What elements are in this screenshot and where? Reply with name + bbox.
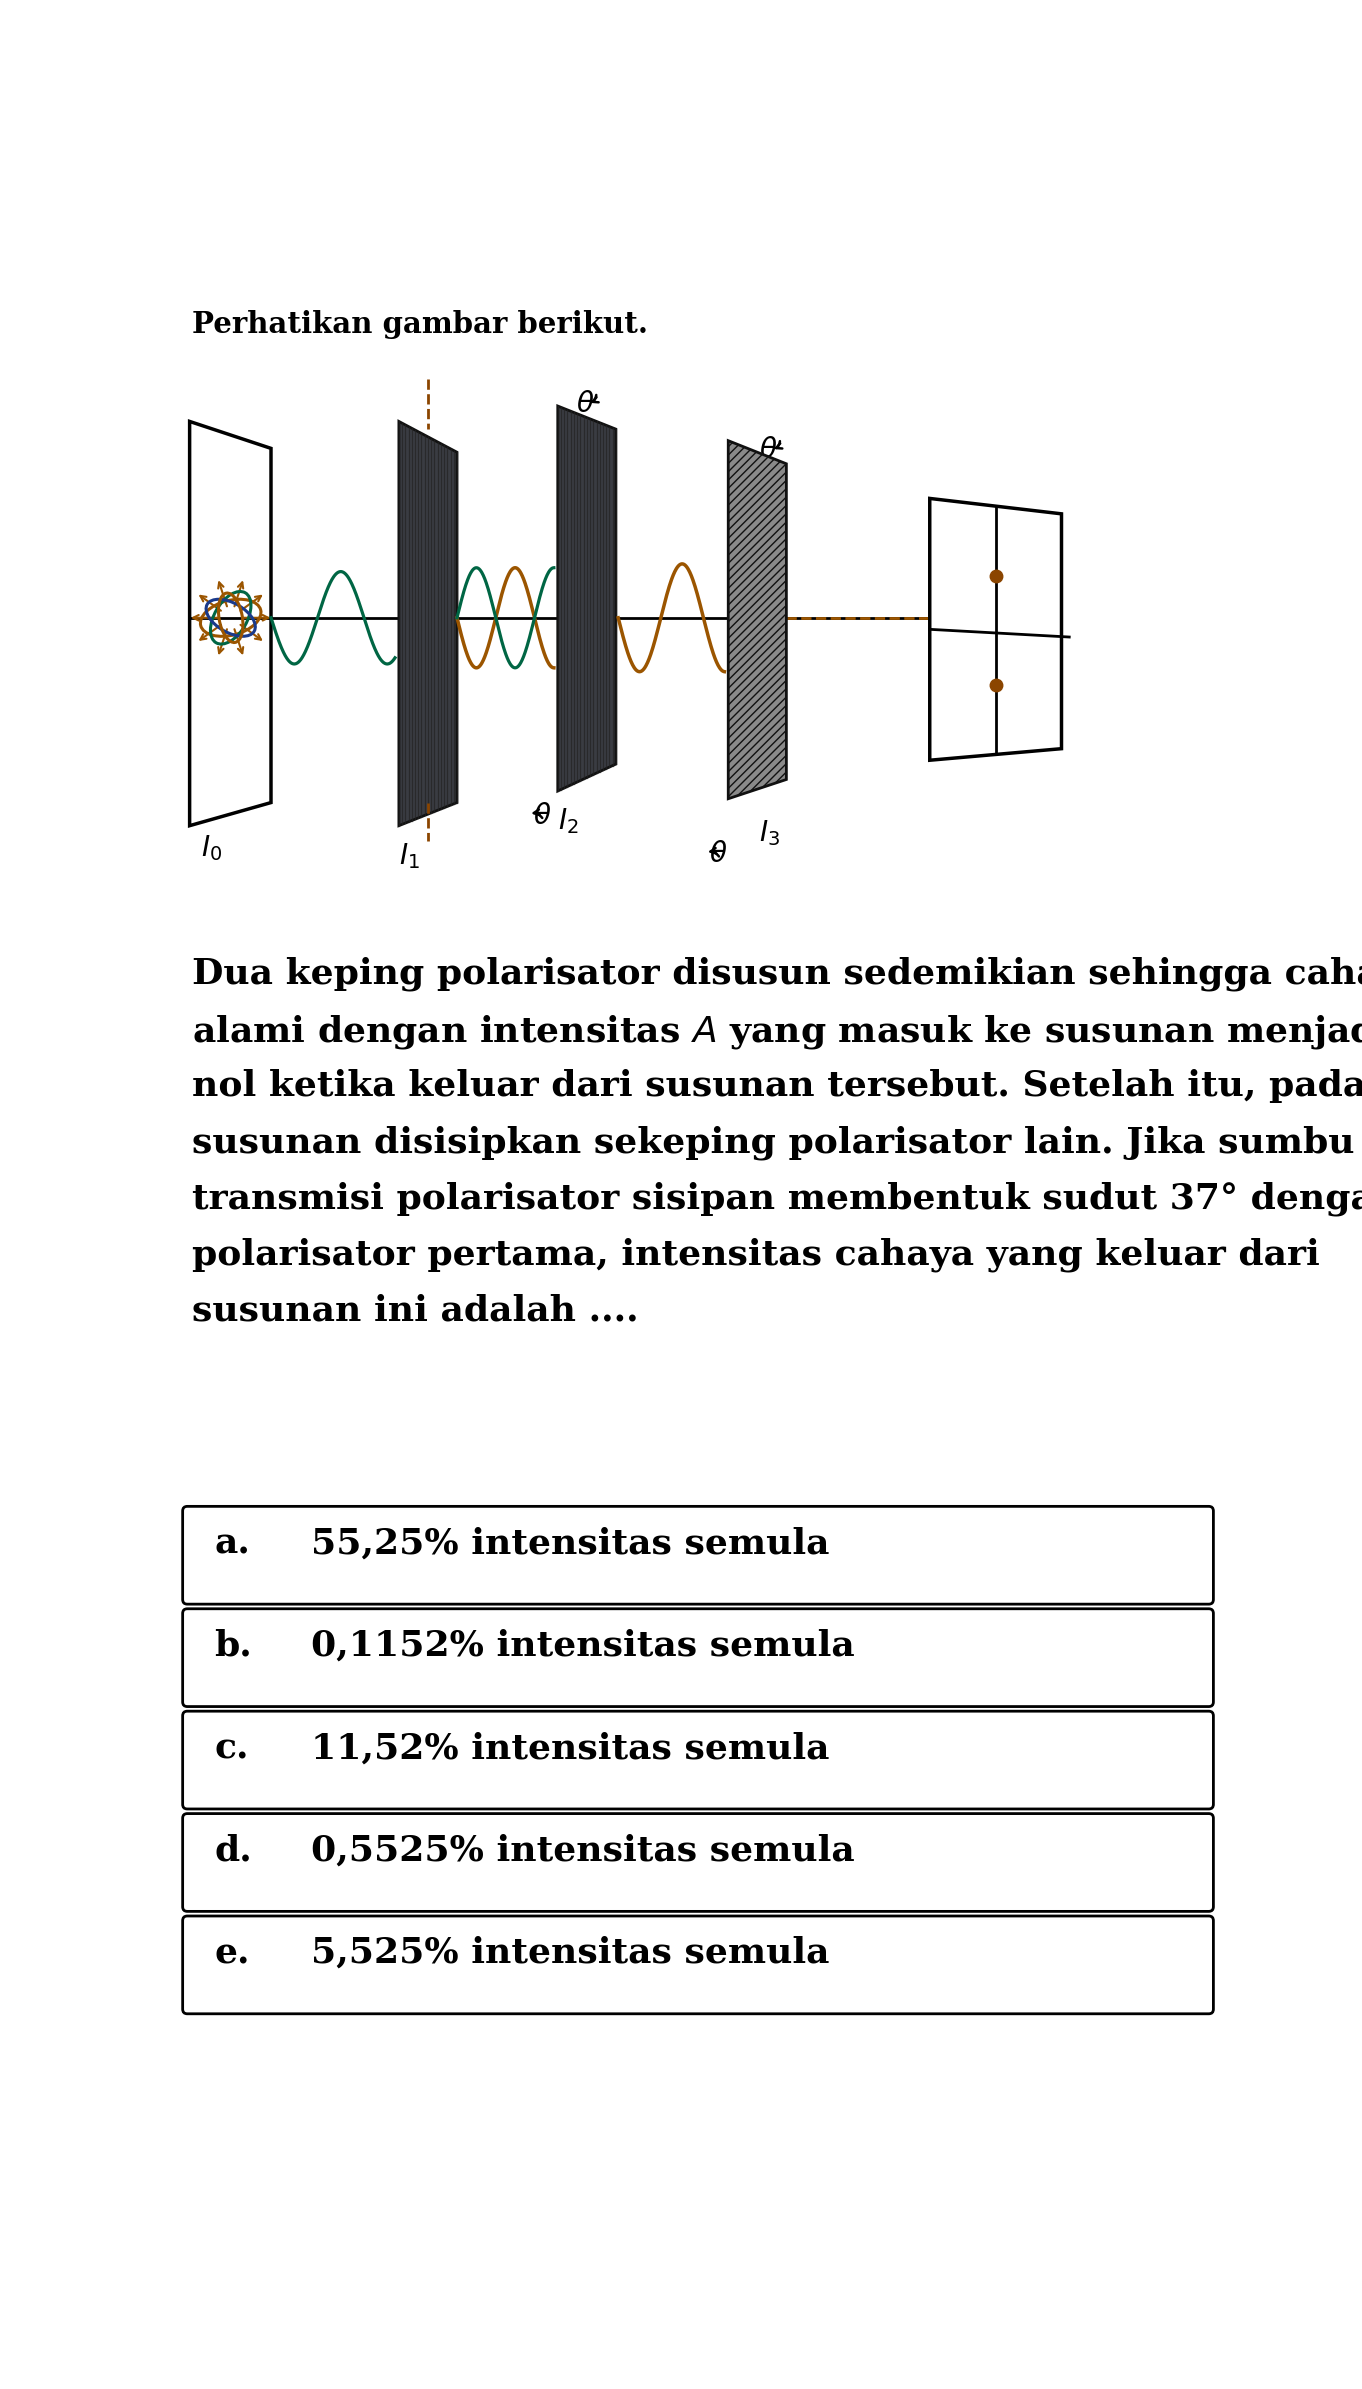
FancyBboxPatch shape [183,1916,1214,2014]
Text: $\mathit{I}_3$: $\mathit{I}_3$ [759,817,780,848]
Text: 5,525% intensitas semula: 5,525% intensitas semula [312,1935,829,1971]
Text: 11,52% intensitas semula: 11,52% intensitas semula [312,1732,829,1765]
Text: Perhatikan gambar berikut.: Perhatikan gambar berikut. [192,311,648,339]
Text: e.: e. [214,1935,249,1971]
Text: polarisator pertama, intensitas cahaya yang keluar dari: polarisator pertama, intensitas cahaya y… [192,1238,1320,1271]
Text: a.: a. [214,1527,251,1560]
Text: nol ketika keluar dari susunan tersebut. Setelah itu, pada: nol ketika keluar dari susunan tersebut.… [192,1068,1362,1104]
Text: $\mathit{I}_0$: $\mathit{I}_0$ [202,834,222,862]
Text: susunan disisipkan sekeping polarisator lain. Jika sumbu: susunan disisipkan sekeping polarisator … [192,1125,1354,1159]
Text: $\theta$: $\theta$ [759,437,778,463]
Text: $\mathit{I}_1$: $\mathit{I}_1$ [399,841,419,872]
Text: c.: c. [214,1732,249,1765]
Text: alami dengan intensitas $A$ yang masuk ke susunan menjadi: alami dengan intensitas $A$ yang masuk k… [192,1013,1362,1051]
FancyBboxPatch shape [183,1608,1214,1706]
Text: $\theta$: $\theta$ [533,803,552,829]
FancyBboxPatch shape [183,1507,1214,1603]
FancyBboxPatch shape [183,1813,1214,1911]
Polygon shape [399,420,458,827]
Text: $\mathit{I}_2$: $\mathit{I}_2$ [558,807,579,836]
Text: b.: b. [214,1629,252,1663]
Text: transmisi polarisator sisipan membentuk sudut 37° dengan: transmisi polarisator sisipan membentuk … [192,1183,1362,1216]
Text: susunan ini adalah ....: susunan ini adalah .... [192,1295,639,1328]
FancyBboxPatch shape [183,1711,1214,1808]
Text: 55,25% intensitas semula: 55,25% intensitas semula [312,1527,829,1560]
Text: $\theta$: $\theta$ [708,841,727,867]
Polygon shape [558,406,616,791]
Polygon shape [729,440,786,798]
Polygon shape [930,499,1061,760]
Text: Dua keping polarisator disusun sedemikian sehingga cahaya: Dua keping polarisator disusun sedemikia… [192,956,1362,991]
Text: d.: d. [214,1835,252,1868]
Polygon shape [189,420,271,827]
Text: 0,5525% intensitas semula: 0,5525% intensitas semula [312,1835,855,1868]
Text: $\theta$: $\theta$ [576,392,594,418]
Text: 0,1152% intensitas semula: 0,1152% intensitas semula [312,1629,855,1663]
